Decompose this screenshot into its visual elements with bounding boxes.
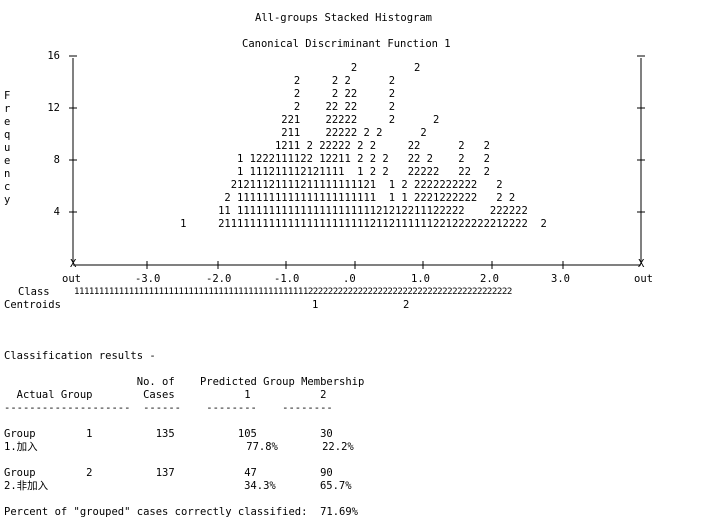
histogram-row: 2 1111111111111111111111 1 1 2221222222 …	[79, 192, 516, 204]
histogram-row: 1 1222111122 12211 2 2 2 22 2 2 2	[79, 153, 490, 165]
results-separator: -------------------- ------ -------- ---…	[4, 402, 333, 414]
x-tick-label: 3.0	[551, 273, 570, 285]
results-heading: Classification results -	[4, 350, 156, 362]
percent-correct: Percent of "grouped" cases correctly cla…	[4, 506, 359, 518]
histogram-row: 221 22222 2 2	[79, 114, 440, 126]
y-label-char: r	[4, 103, 11, 115]
histogram-row: 2 2	[79, 62, 421, 74]
y-label-char: n	[4, 168, 11, 180]
x-tick-label: out	[634, 273, 653, 285]
histogram-row: 2 22 22 2	[79, 101, 396, 113]
y-label-char: e	[4, 155, 11, 167]
x-tick-label: 1.0	[411, 273, 430, 285]
centroid-group-1: 1	[312, 299, 319, 311]
results-row-2-line2: 2.非加入 34.3% 65.7%	[4, 480, 352, 492]
x-tick-label: .0	[343, 273, 356, 285]
class-label: Class	[18, 286, 50, 298]
histogram-row: 1211 2 22222 2 2 22 2 2	[79, 140, 490, 152]
chart-axes	[69, 55, 645, 269]
centroid-group-2: 2	[403, 299, 410, 311]
histogram-row: 2 2 2 2	[79, 75, 396, 87]
histogram-row: 11 111111111111111111111121212211122222 …	[79, 205, 528, 217]
histogram-chart	[69, 55, 645, 269]
histogram-row: 1 111211112121111 1 2 2 22222 22 2	[79, 166, 490, 178]
chart-subtitle: Canonical Discriminant Function 1	[242, 38, 451, 50]
results-row-1-line1: Group 1 135 105 30	[4, 428, 333, 440]
x-tick-label: -3.0	[135, 273, 161, 285]
x-tick-label: -1.0	[274, 273, 300, 285]
y-tick-label: 4	[53, 206, 60, 218]
results-header-1: No. of Predicted Group Membership	[4, 376, 365, 388]
y-label-char: F	[4, 90, 11, 102]
y-label-char: y	[4, 194, 11, 206]
x-axis-end-marker-left: X	[70, 258, 77, 270]
y-tick-label: 8	[53, 154, 60, 166]
results-row-2-line1: Group 2 137 47 90	[4, 467, 333, 479]
y-label-char: e	[4, 116, 11, 128]
results-row-1-line2: 1.加入 77.8% 22.2%	[4, 441, 354, 453]
histogram-row: 211 22222 2 2 2	[79, 127, 427, 139]
histogram-row: 1 21111111111111111111111121121111112212…	[79, 218, 547, 230]
histogram-row: 21211121111211111111121 1 2 2222222222 2	[79, 179, 503, 191]
x-tick-label: -2.0	[206, 273, 232, 285]
histogram-row: 2 2 22 2	[79, 88, 396, 100]
results-header-2: Actual Group Cases 1 2	[4, 389, 327, 401]
centroids-label: Centroids	[4, 299, 61, 311]
x-tick-label: out	[62, 273, 81, 285]
chart-title: All-groups Stacked Histogram	[255, 12, 433, 24]
class-row: 1111111111111111111111111111111111111111…	[74, 287, 512, 297]
y-tick-label: 12	[47, 102, 60, 114]
y-tick-label: 16	[47, 50, 60, 62]
x-axis-end-marker-right: X	[638, 258, 645, 270]
y-label-char: c	[4, 181, 11, 193]
y-label-char: u	[4, 142, 11, 154]
x-tick-label: 2.0	[480, 273, 499, 285]
y-label-char: q	[4, 129, 11, 141]
